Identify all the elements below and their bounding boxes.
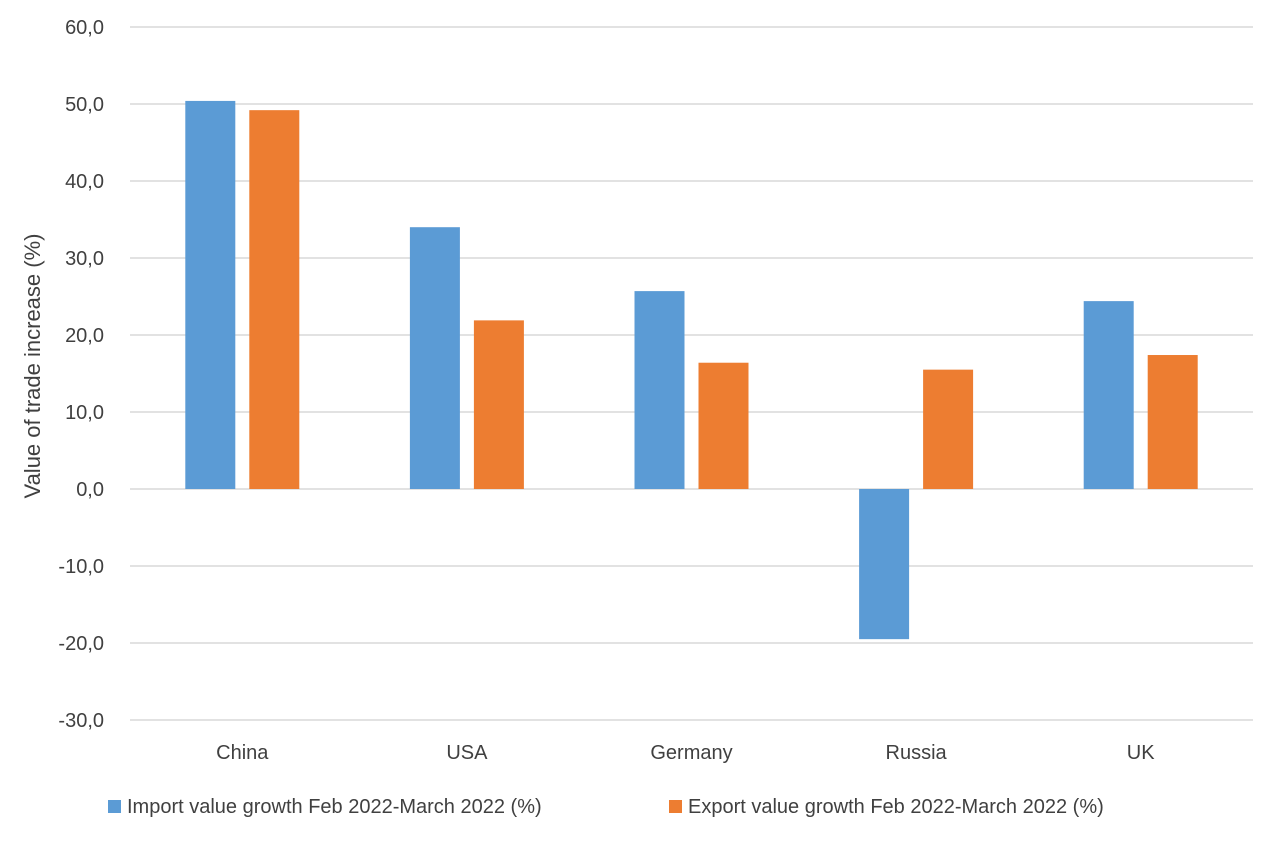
y-axis-ticks: 60,0 50,0 40,0 30,0 20,0 10,0 0,0 -10,0 -20,0 -30… bbox=[58, 17, 104, 732]
y-tick-label: 40,0 bbox=[65, 171, 104, 193]
bar-uk-import bbox=[1083, 301, 1134, 489]
x-axis-categories: China USA Germany Russia UK bbox=[216, 742, 1155, 764]
bar-usa-import bbox=[409, 227, 460, 489]
y-tick-label: -30,0 bbox=[58, 710, 104, 732]
bar-germany-import bbox=[634, 291, 685, 489]
y-tick-label: 20,0 bbox=[65, 325, 104, 347]
bars bbox=[185, 100, 1198, 640]
x-category-label: China bbox=[216, 742, 269, 764]
y-tick-label: 10,0 bbox=[65, 402, 104, 424]
bar-china-import bbox=[185, 100, 236, 490]
gridlines bbox=[130, 26, 1253, 721]
legend-label: Export value growth Feb 2022-March 2022 … bbox=[688, 796, 1104, 818]
bar-germany-export bbox=[698, 362, 749, 489]
y-tick-label: 30,0 bbox=[65, 248, 104, 270]
y-tick-label: -10,0 bbox=[58, 556, 104, 578]
legend-label: Import value growth Feb 2022-March 2022 … bbox=[127, 796, 542, 818]
legend-swatch bbox=[108, 800, 121, 813]
y-tick-label: 0,0 bbox=[76, 479, 104, 501]
bar-russia-export bbox=[923, 369, 974, 489]
y-tick-label: -20,0 bbox=[58, 633, 104, 655]
y-tick-label: 50,0 bbox=[65, 94, 104, 116]
legend-swatch bbox=[669, 800, 682, 813]
bar-russia-import bbox=[859, 489, 910, 640]
y-axis-title: Value of trade increase (%) bbox=[20, 234, 45, 499]
legend: Import value growth Feb 2022-March 2022 … bbox=[108, 796, 1104, 818]
y-tick-label: 60,0 bbox=[65, 17, 104, 39]
bar-uk-export bbox=[1147, 355, 1198, 489]
x-category-label: UK bbox=[1127, 742, 1155, 764]
x-category-label: Russia bbox=[886, 742, 948, 764]
bar-china-export bbox=[249, 110, 300, 489]
x-category-label: USA bbox=[446, 742, 488, 764]
bar-usa-export bbox=[473, 320, 524, 489]
x-category-label: Germany bbox=[650, 742, 732, 764]
